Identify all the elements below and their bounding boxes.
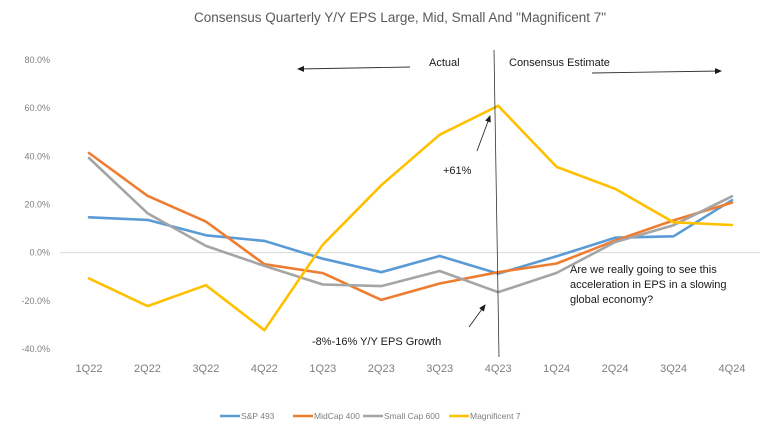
series-magnificent-7	[87, 104, 734, 332]
x-tick-label: 1Q24	[543, 363, 570, 375]
question-line-1: Are we really going to see this	[570, 264, 717, 276]
y-tick-label: 40.0%	[24, 151, 50, 161]
chart-title: Consensus Quarterly Y/Y EPS Large, Mid, …	[194, 10, 606, 25]
peak-label: +61%	[443, 165, 472, 177]
legend-label: S&P 493	[241, 411, 275, 421]
x-tick-label: 4Q23	[485, 363, 512, 375]
legend-item-magnificent-7: Magnificent 7	[449, 411, 521, 421]
x-tick-label: 2Q23	[368, 363, 395, 375]
x-tick-label: 2Q24	[602, 363, 629, 375]
y-tick-label: 80.0%	[24, 55, 50, 65]
x-tick-label: 4Q24	[719, 363, 746, 375]
trough-label: -8%-16% Y/Y EPS Growth	[312, 336, 441, 348]
legend-label: MidCap 400	[314, 411, 360, 421]
estimate-arrow	[591, 68, 722, 75]
series-line-magnificent-7	[87, 104, 734, 332]
x-axis: 1Q22 2Q22 3Q22 4Q22 1Q23 2Q23 3Q23 4Q23 1Q24 2Q24…	[76, 363, 746, 375]
y-tick-label: 20.0%	[24, 200, 50, 210]
legend-item-s-p-493: S&P 493	[220, 411, 275, 421]
y-tick-label: -20.0%	[21, 296, 50, 306]
legend-label: Small Cap 600	[384, 411, 440, 421]
series-layer	[87, 104, 734, 332]
y-tick-label: -40.0%	[21, 344, 50, 354]
question-line-3: global economy?	[570, 294, 653, 306]
series-line-midcap-400	[87, 151, 734, 302]
x-tick-label: 2Q22	[134, 363, 161, 375]
x-tick-label: 1Q23	[309, 363, 336, 375]
x-tick-label: 3Q23	[426, 363, 453, 375]
question-annotation: Are we really going to see this accelera…	[570, 264, 727, 306]
legend-item-midcap-400: MidCap 400	[293, 411, 360, 421]
actual-label: Actual	[429, 57, 460, 69]
y-tick-label: 60.0%	[24, 103, 50, 113]
x-tick-label: 3Q22	[192, 363, 219, 375]
x-tick-label: 1Q22	[76, 363, 103, 375]
series-midcap-400	[87, 151, 734, 302]
estimate-label: Consensus Estimate	[509, 57, 610, 69]
actual-arrow	[297, 65, 411, 72]
x-tick-label: 3Q24	[660, 363, 687, 375]
y-axis: 80.0% 60.0% 40.0% 20.0% 0.0% -20.0% -40.0%	[21, 55, 50, 354]
question-line-2: acceleration in EPS in a slowing	[570, 279, 727, 291]
legend-item-small-cap-600: Small Cap 600	[363, 411, 440, 421]
legend: S&P 493 MidCap 400 Small Cap 600 Magnificen…	[220, 411, 521, 421]
peak-arrow	[476, 115, 491, 152]
actual-estimate-divider	[493, 49, 500, 358]
legend-label: Magnificent 7	[470, 411, 521, 421]
trough-arrow	[468, 304, 486, 328]
y-tick-label: 0.0%	[29, 248, 50, 258]
x-tick-label: 4Q22	[251, 363, 278, 375]
series-line-small-cap-600	[87, 156, 734, 294]
